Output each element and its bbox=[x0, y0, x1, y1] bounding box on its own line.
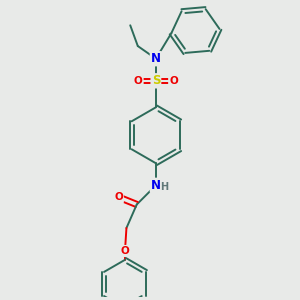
Text: N: N bbox=[151, 52, 161, 65]
Text: O: O bbox=[169, 76, 178, 86]
Text: O: O bbox=[114, 192, 123, 202]
Text: O: O bbox=[134, 76, 142, 86]
Text: N: N bbox=[151, 179, 161, 192]
Text: H: H bbox=[160, 182, 168, 192]
Text: O: O bbox=[121, 246, 129, 256]
Text: S: S bbox=[152, 74, 160, 87]
